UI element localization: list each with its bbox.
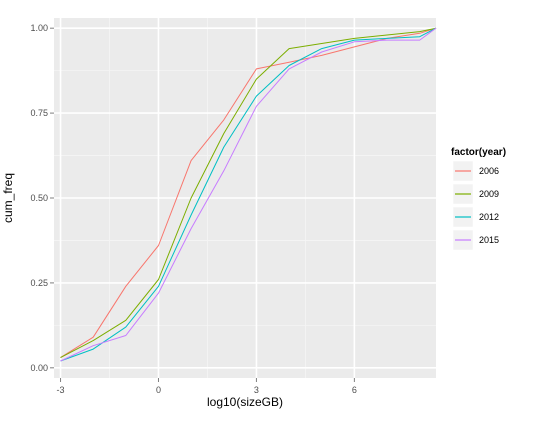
y-axis-ticks: 0.00 0.25 0.50 0.75 1.00 (30, 23, 54, 373)
legend: factor(year) 2006 2009 2012 2015 (451, 147, 506, 251)
x-axis-label: log10(sizeGB) (207, 395, 283, 409)
series-lines (60, 27, 437, 362)
y-tick-label: 0.75 (30, 108, 48, 118)
y-tick-label: 1.00 (30, 23, 48, 33)
y-tick-label: 0.50 (30, 193, 48, 203)
legend-label-2015: 2015 (479, 235, 499, 245)
series-line-2012 (60, 27, 437, 362)
legend-items: 2006 2009 2012 2015 (452, 160, 499, 251)
legend-label-2012: 2012 (479, 212, 499, 222)
legend-title: factor(year) (451, 147, 506, 158)
legend-label-2009: 2009 (479, 189, 499, 199)
series-line-2009 (60, 27, 437, 359)
y-axis-label: cum_freq (1, 173, 15, 223)
series-line-2015 (60, 27, 437, 362)
x-tick-label: 0 (156, 385, 161, 395)
legend-label-2006: 2006 (479, 166, 499, 176)
x-tick-label: -3 (57, 385, 65, 395)
x-axis-ticks: -3 0 3 6 (57, 378, 357, 395)
x-tick-label: 3 (254, 385, 259, 395)
x-tick-label: 6 (352, 385, 357, 395)
y-tick-label: 0.00 (30, 363, 48, 373)
y-tick-label: 0.25 (30, 278, 48, 288)
